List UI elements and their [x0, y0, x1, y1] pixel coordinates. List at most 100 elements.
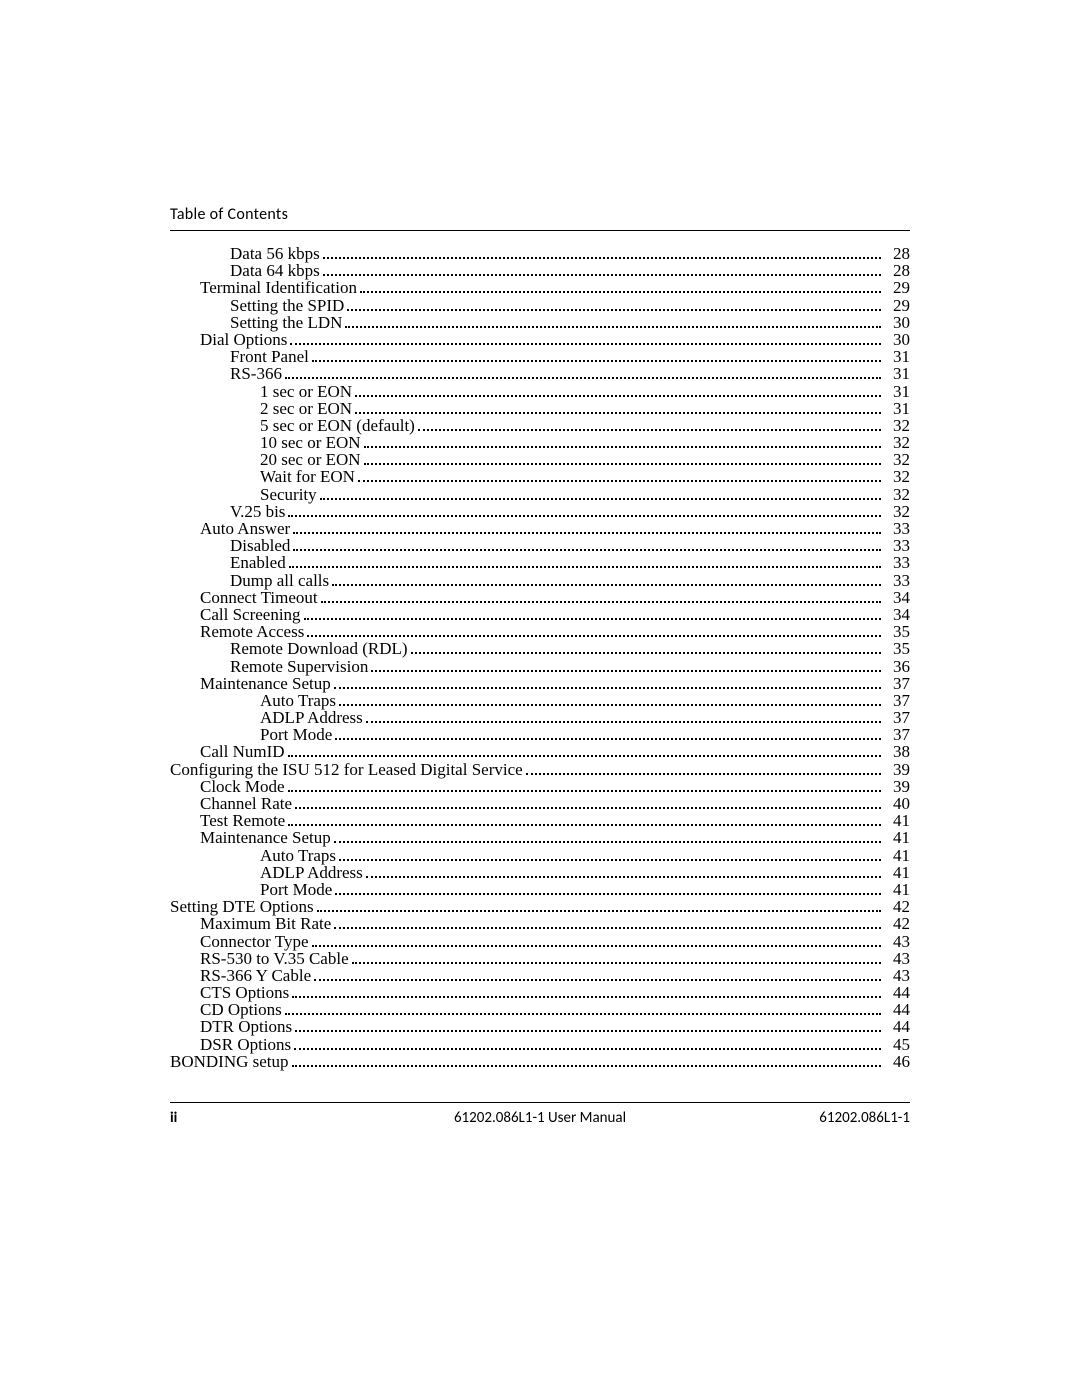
toc-entry-page: 33 [884, 520, 910, 537]
toc-entry-page: 40 [884, 795, 910, 812]
toc-dot-leader [293, 542, 881, 551]
toc-entry-page: 42 [884, 898, 910, 915]
toc-entry-title: Enabled [230, 554, 286, 571]
toc-entry: ADLP Address 37 [170, 709, 910, 726]
toc-entry-title: ADLP Address [260, 864, 363, 881]
toc-entry-title: Auto Answer [200, 520, 290, 537]
toc-dot-leader [364, 439, 881, 448]
toc-dot-leader [366, 714, 881, 723]
toc-dot-leader [295, 800, 881, 809]
toc-entry-page: 32 [884, 468, 910, 485]
toc-dot-leader [526, 765, 881, 774]
toc-entry-title: DTR Options [200, 1018, 292, 1035]
toc-dot-leader [317, 903, 881, 912]
toc-entry-page: 33 [884, 537, 910, 554]
toc-entry-page: 41 [884, 829, 910, 846]
toc-entry-title: CTS Options [200, 984, 289, 1001]
toc-entry-title: 10 sec or EON [260, 434, 361, 451]
toc-entry: Wait for EON32 [170, 468, 910, 485]
toc-dot-leader [335, 886, 881, 895]
toc-entry: Setting DTE Options42 [170, 898, 910, 915]
toc-entry: Connect Timeout 34 [170, 589, 910, 606]
toc-entry-title: RS-530 to V.35 Cable [200, 950, 349, 967]
toc-entry-title: Auto Traps [260, 692, 336, 709]
toc-entry-page: 37 [884, 709, 910, 726]
toc-entry-page: 33 [884, 554, 910, 571]
toc-entry: Data 56 kbps28 [170, 245, 910, 262]
toc-dot-leader [339, 697, 881, 706]
toc-entry-page: 41 [884, 847, 910, 864]
toc-entry-page: 41 [884, 881, 910, 898]
toc-dot-leader [358, 473, 881, 482]
toc-entry-title: Security [260, 486, 317, 503]
toc-entry: 2 sec or EON31 [170, 400, 910, 417]
toc-dot-leader [288, 748, 881, 757]
toc-entry-title: Disabled [230, 537, 290, 554]
toc-entry-title: Test Remote [200, 812, 285, 829]
toc-entry: Dial Options30 [170, 331, 910, 348]
toc-entry: 5 sec or EON (default)32 [170, 417, 910, 434]
toc-entry: RS-36631 [170, 365, 910, 382]
toc-entry: Call Screening34 [170, 606, 910, 623]
toc-entry-title: Terminal Identification [200, 279, 357, 296]
toc-entry-title: Front Panel [230, 348, 309, 365]
toc-entry: 1 sec or EON31 [170, 383, 910, 400]
toc-entry-page: 45 [884, 1036, 910, 1053]
toc-entry-page: 44 [884, 1018, 910, 1035]
toc-entry-page: 32 [884, 417, 910, 434]
toc-entry-title: 20 sec or EON [260, 451, 361, 468]
toc-entry-title: Setting the LDN [230, 314, 342, 331]
toc-entry-title: Connect Timeout [200, 589, 318, 606]
toc-entry-page: 37 [884, 675, 910, 692]
toc-entry-page: 35 [884, 640, 910, 657]
toc-entry: Remote Access35 [170, 623, 910, 640]
toc-entry: Dump all calls 33 [170, 572, 910, 589]
toc-entry-page: 29 [884, 297, 910, 314]
toc-entry: Terminal Identification29 [170, 279, 910, 296]
toc-entry-page: 46 [884, 1053, 910, 1070]
toc-entry-page: 37 [884, 692, 910, 709]
toc-entry-page: 30 [884, 314, 910, 331]
toc-entry-page: 31 [884, 348, 910, 365]
page-content: Table of Contents Data 56 kbps28Data 64 … [170, 205, 910, 1070]
toc-dot-leader [339, 851, 881, 860]
toc-entry-page: 34 [884, 589, 910, 606]
toc-entry-page: 33 [884, 572, 910, 589]
toc-entry-title: ADLP Address [260, 709, 363, 726]
toc-entry: ADLP Address41 [170, 864, 910, 881]
toc-entry-page: 32 [884, 503, 910, 520]
toc-dot-leader [288, 782, 881, 791]
toc-entry-title: RS-366 [230, 365, 282, 382]
toc-dot-leader [347, 301, 881, 310]
toc-dot-leader [335, 731, 881, 740]
toc-entry-title: Remote Download (RDL) [230, 640, 408, 657]
toc-dot-leader [288, 507, 881, 516]
toc-entry-title: Dump all calls [230, 572, 329, 589]
toc-entry-page: 38 [884, 743, 910, 760]
toc-entry-title: Remote Access [200, 623, 304, 640]
toc-entry-title: V.25 bis [230, 503, 285, 520]
toc-dot-leader [371, 662, 881, 671]
toc-entry: Disabled 33 [170, 537, 910, 554]
toc-dot-leader [360, 284, 881, 293]
toc-dot-leader [292, 989, 881, 998]
toc-entry-title: Auto Traps [260, 847, 336, 864]
toc-dot-leader [334, 834, 881, 843]
toc-entry: Test Remote41 [170, 812, 910, 829]
table-of-contents: Data 56 kbps28Data 64 kbps28Terminal Ide… [170, 245, 910, 1070]
page-header-title: Table of Contents [170, 205, 910, 224]
toc-entry-title: Dial Options [200, 331, 287, 348]
toc-entry-page: 36 [884, 658, 910, 675]
toc-entry-page: 37 [884, 726, 910, 743]
toc-entry: 10 sec or EON32 [170, 434, 910, 451]
toc-dot-leader [334, 920, 881, 929]
toc-dot-leader [312, 937, 882, 946]
toc-entry-title: Port Mode [260, 726, 332, 743]
toc-dot-leader [307, 628, 881, 637]
toc-entry-page: 39 [884, 761, 910, 778]
toc-entry: Auto Traps 37 [170, 692, 910, 709]
toc-entry-title: BONDING setup [170, 1053, 289, 1070]
header-rule [170, 230, 910, 231]
toc-entry: DTR Options 44 [170, 1018, 910, 1035]
toc-entry: RS-530 to V.35 Cable43 [170, 950, 910, 967]
